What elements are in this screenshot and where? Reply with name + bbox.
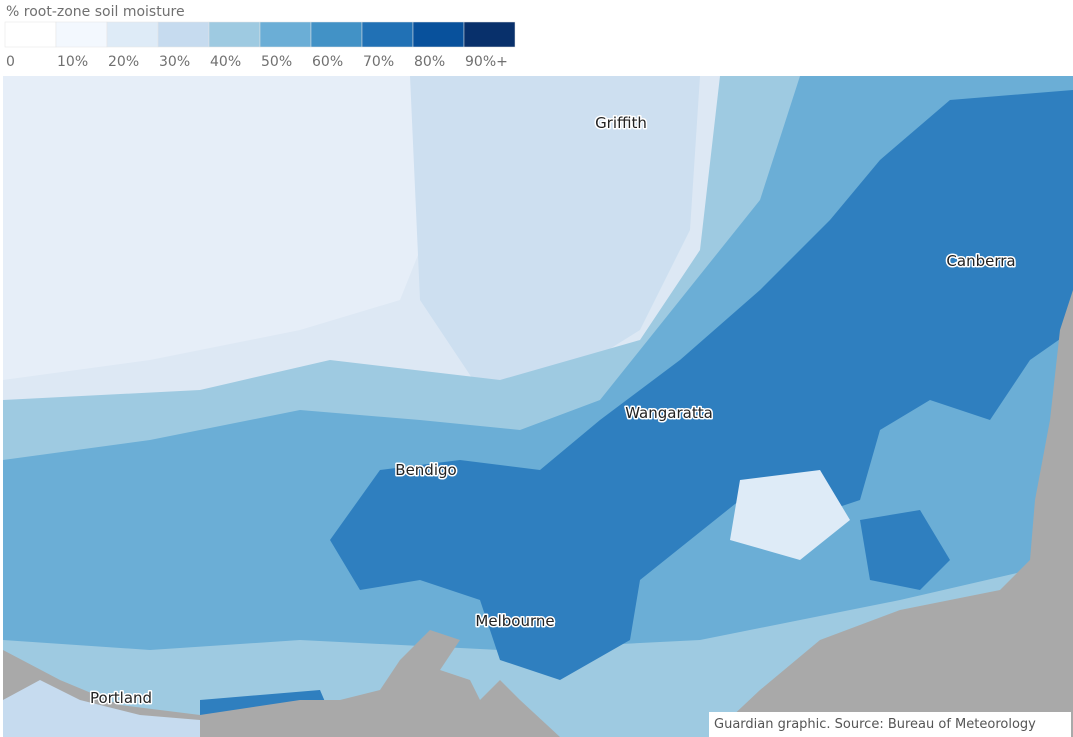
region bbox=[410, 76, 700, 390]
dry-region bbox=[3, 76, 440, 380]
legend-swatch bbox=[259, 21, 312, 48]
legend-title: % root-zone soil moisture bbox=[6, 4, 185, 20]
source: Guardian graphic. Source: Bureau of Mete… bbox=[714, 717, 1036, 732]
map bbox=[3, 76, 1073, 737]
legend-swatch bbox=[208, 21, 261, 48]
legend-label: 0 bbox=[6, 54, 15, 70]
source-box bbox=[709, 712, 1071, 737]
dry-patch bbox=[730, 470, 850, 560]
ocean bbox=[3, 290, 1073, 737]
legend-swatch bbox=[412, 21, 465, 48]
city-label: Canberra bbox=[946, 252, 1015, 270]
city-label: Bendigo bbox=[395, 461, 456, 479]
wet-region bbox=[860, 510, 950, 590]
legend-label: 50% bbox=[261, 54, 292, 70]
legend-label: 40% bbox=[210, 54, 241, 70]
legend-swatch bbox=[310, 21, 363, 48]
city-label: Griffith bbox=[595, 114, 647, 132]
legend-swatch bbox=[4, 21, 57, 48]
legend-swatch bbox=[55, 21, 108, 48]
city-label: Wangaratta bbox=[625, 404, 713, 422]
legend-label: 20% bbox=[108, 54, 139, 70]
legend-swatch bbox=[463, 21, 516, 48]
legend-label: 70% bbox=[363, 54, 394, 70]
legend-swatch bbox=[361, 21, 414, 48]
city-label: Melbourne bbox=[475, 612, 554, 630]
legend-swatch bbox=[106, 21, 159, 48]
legend-swatch bbox=[157, 21, 210, 48]
legend-label: 10% bbox=[57, 54, 88, 70]
legend-label: 30% bbox=[159, 54, 190, 70]
legend-label: 90%+ bbox=[465, 54, 508, 70]
wet-region bbox=[330, 90, 1073, 680]
land-strip bbox=[3, 680, 200, 737]
legend: 0 10% 20% 30% 40% 50% 60% 70% 80% 90%+ bbox=[4, 21, 516, 70]
legend-label: 60% bbox=[312, 54, 343, 70]
city-label: Portland bbox=[90, 689, 152, 707]
legend-label: 80% bbox=[414, 54, 445, 70]
